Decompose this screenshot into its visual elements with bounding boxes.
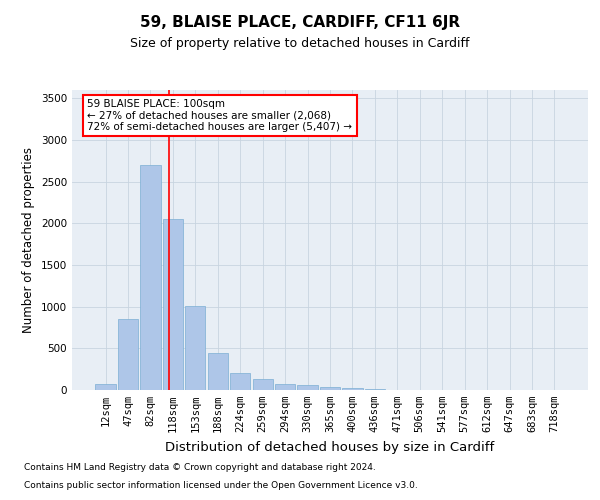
Bar [343, 388, 362, 390]
Y-axis label: Number of detached properties: Number of detached properties [22, 147, 35, 333]
Text: 59 BLAISE PLACE: 100sqm
← 27% of detached houses are smaller (2,068)
72% of semi: 59 BLAISE PLACE: 100sqm ← 27% of detache… [88, 99, 352, 132]
Bar [365, 389, 385, 390]
Bar [95, 384, 116, 390]
Text: 59, BLAISE PLACE, CARDIFF, CF11 6JR: 59, BLAISE PLACE, CARDIFF, CF11 6JR [140, 15, 460, 30]
Bar [275, 384, 295, 390]
Bar [208, 352, 228, 390]
X-axis label: Distribution of detached houses by size in Cardiff: Distribution of detached houses by size … [166, 440, 494, 454]
Bar [140, 165, 161, 390]
Bar [320, 386, 340, 390]
Text: Contains HM Land Registry data © Crown copyright and database right 2024.: Contains HM Land Registry data © Crown c… [24, 464, 376, 472]
Bar [185, 306, 205, 390]
Text: Size of property relative to detached houses in Cardiff: Size of property relative to detached ho… [130, 38, 470, 51]
Bar [118, 319, 138, 390]
Bar [230, 372, 250, 390]
Bar [253, 379, 273, 390]
Bar [163, 219, 183, 390]
Bar [298, 386, 317, 390]
Text: Contains public sector information licensed under the Open Government Licence v3: Contains public sector information licen… [24, 481, 418, 490]
